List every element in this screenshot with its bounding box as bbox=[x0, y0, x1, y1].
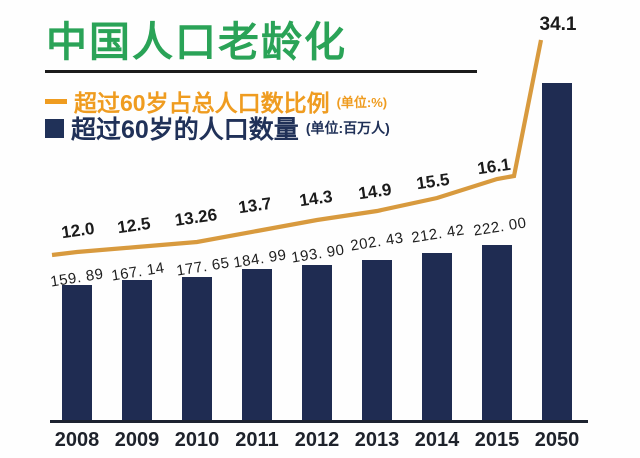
bar-2014 bbox=[422, 253, 452, 420]
year-label-2010: 2010 bbox=[174, 429, 220, 451]
line-value-label-2050: 34.1 bbox=[539, 14, 577, 35]
bar-2008 bbox=[62, 285, 92, 420]
bar-2013 bbox=[362, 260, 392, 420]
bar-2015 bbox=[482, 245, 512, 420]
bar-series-square-icon bbox=[45, 118, 64, 138]
year-label-2008: 2008 bbox=[54, 429, 100, 451]
legend-bar-unit: (单位:百万人) bbox=[305, 120, 390, 136]
year-label-2009: 2009 bbox=[114, 429, 160, 451]
year-label-2015: 2015 bbox=[474, 429, 520, 451]
bar-2009 bbox=[122, 280, 152, 420]
year-label-2011: 2011 bbox=[235, 429, 279, 451]
bar-2011 bbox=[242, 269, 272, 420]
year-label-2050: 2050 bbox=[534, 429, 580, 451]
line-path bbox=[51, 39, 544, 258]
title-underline bbox=[45, 70, 477, 73]
line-series-dash-icon bbox=[45, 98, 67, 104]
legend-bar-label: 超过60岁的人口数量 bbox=[71, 116, 299, 144]
year-label-2014: 2014 bbox=[414, 429, 460, 451]
year-label-2013: 2013 bbox=[354, 429, 400, 451]
bar-2010 bbox=[182, 277, 212, 420]
x-axis-line bbox=[50, 420, 588, 423]
bar-2012 bbox=[302, 265, 332, 420]
year-label-2012: 2012 bbox=[294, 429, 340, 451]
legend-line-unit: (单位:%) bbox=[336, 94, 388, 110]
bar-2050 bbox=[542, 83, 572, 420]
legend-line-label: 超过60岁占总人口数比例 bbox=[74, 90, 330, 116]
legend-line-series: 超过60岁占总人口数比例 (单位:%) bbox=[45, 84, 387, 118]
page-title: 中国人口老龄化 bbox=[46, 19, 347, 65]
legend-bar-series: 超过60岁的人口数量 (单位:百万人) bbox=[45, 110, 390, 146]
